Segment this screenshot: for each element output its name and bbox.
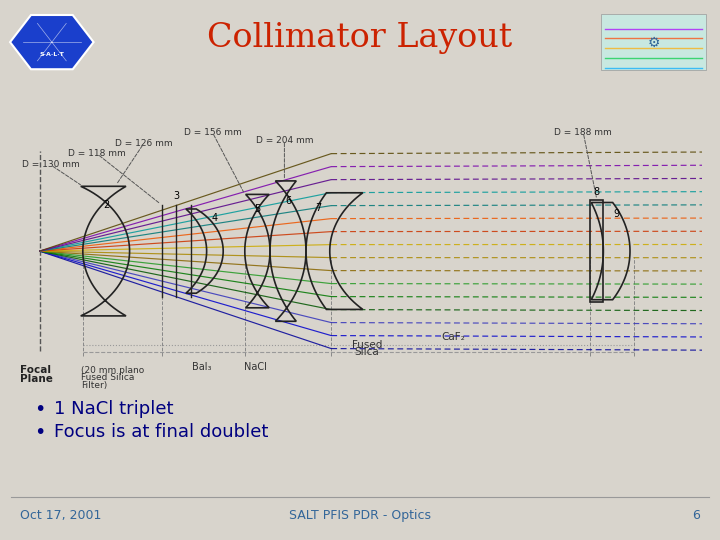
Text: D = 188 mm: D = 188 mm — [554, 128, 612, 137]
Text: 9: 9 — [613, 209, 620, 219]
Text: S·A·L·T: S·A·L·T — [40, 51, 64, 57]
Text: Bal₃: Bal₃ — [192, 362, 212, 372]
Text: 5: 5 — [254, 204, 261, 214]
Text: (20 mm plano: (20 mm plano — [81, 367, 144, 375]
Text: Fused: Fused — [352, 340, 382, 350]
Text: 3: 3 — [174, 191, 179, 201]
Text: SALT PFIS PDR - Optics: SALT PFIS PDR - Optics — [289, 509, 431, 522]
Text: •: • — [34, 422, 45, 442]
Text: CaF₂: CaF₂ — [442, 332, 465, 342]
Text: NaCl: NaCl — [244, 362, 267, 372]
Text: D = 118 mm: D = 118 mm — [68, 150, 126, 158]
Text: Fused Silica: Fused Silica — [81, 374, 134, 382]
Text: 2: 2 — [103, 199, 109, 210]
Text: D = 204 mm: D = 204 mm — [256, 136, 313, 145]
Text: Filter): Filter) — [81, 381, 107, 389]
Text: 4: 4 — [212, 213, 218, 223]
Text: 7: 7 — [315, 204, 321, 213]
Text: D = 126 mm: D = 126 mm — [115, 139, 173, 147]
Text: D = 156 mm: D = 156 mm — [184, 128, 241, 137]
Text: Plane: Plane — [20, 374, 53, 384]
Bar — [590, 200, 603, 302]
Bar — [601, 14, 706, 70]
Text: 6: 6 — [285, 196, 291, 206]
Text: Oct 17, 2001: Oct 17, 2001 — [20, 509, 102, 522]
Text: •: • — [34, 400, 45, 419]
Text: Silca: Silca — [355, 347, 379, 357]
Text: Focal: Focal — [20, 365, 51, 375]
Text: ⚙: ⚙ — [647, 36, 660, 50]
Text: 1 NaCl triplet: 1 NaCl triplet — [54, 400, 174, 418]
Text: 8: 8 — [594, 186, 600, 197]
Text: Focus is at final doublet: Focus is at final doublet — [54, 423, 269, 441]
Text: 6: 6 — [692, 509, 700, 522]
Text: Collimator Layout: Collimator Layout — [207, 22, 513, 54]
Text: D = 130 mm: D = 130 mm — [22, 160, 79, 169]
